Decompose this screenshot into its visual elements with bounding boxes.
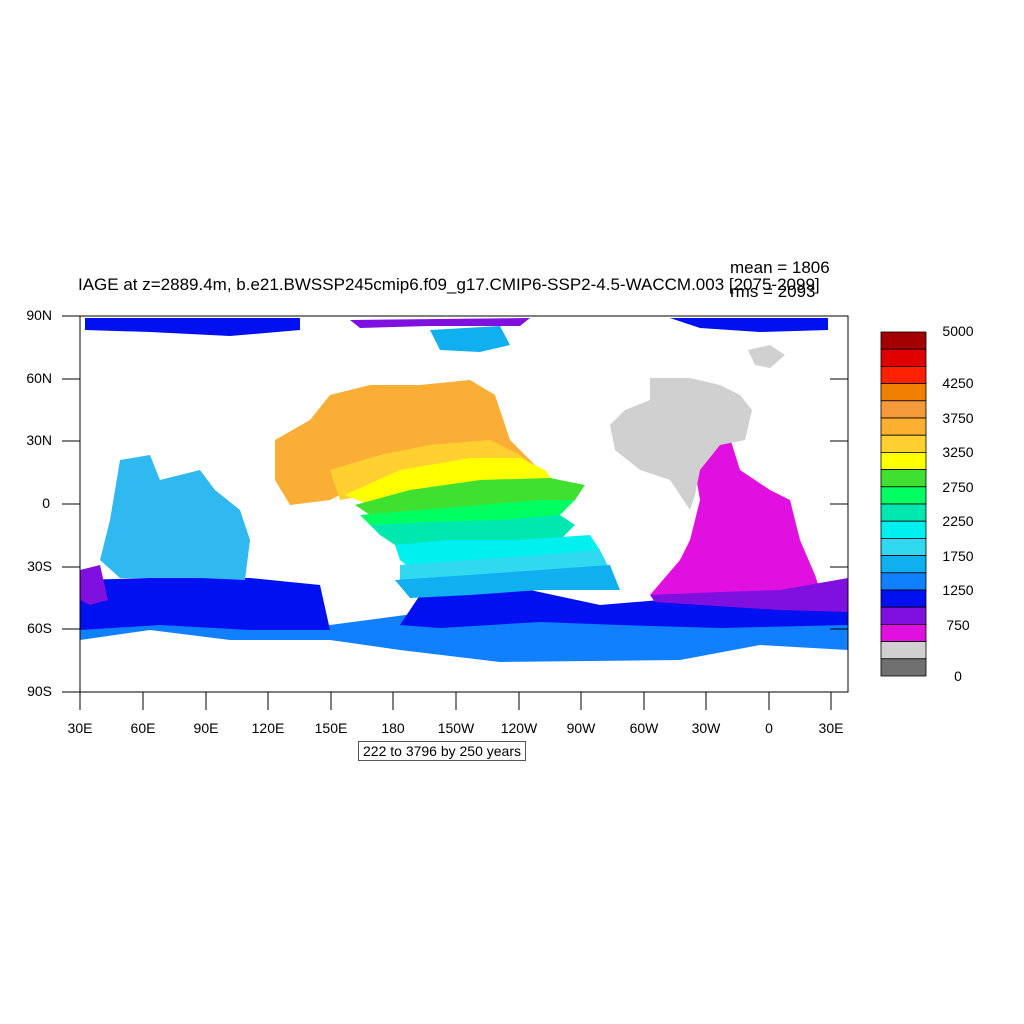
lat-label-0: 0 — [42, 495, 50, 511]
colorbar-box — [880, 520, 927, 539]
lon-label-90e: 90E — [193, 720, 219, 736]
map-field — [80, 318, 848, 662]
lon-label-90w: 90W — [566, 720, 596, 736]
colorbar-label-750: 750 — [946, 617, 970, 633]
lon-ticks — [79, 692, 832, 710]
atlantic-magenta — [650, 438, 820, 598]
arctic-blue-west — [85, 318, 300, 336]
lon-label-30w: 30W — [691, 720, 721, 736]
lat-label-30s: 30S — [27, 558, 52, 574]
colorbar-box — [880, 503, 927, 522]
lon-label-120e: 120E — [251, 720, 285, 736]
map-title: IAGE at z=2889.4m, b.e21.BWSSP245cmip6.f… — [78, 275, 820, 294]
lon-label-60e: 60E — [130, 720, 156, 736]
colorbar-label-4250: 4250 — [942, 375, 974, 391]
lat-label-90n: 90N — [26, 307, 52, 323]
colorbar-box — [880, 658, 927, 677]
colorbar-label-2750: 2750 — [942, 479, 974, 495]
contour-range-box: 222 to 3796 by 250 years — [358, 741, 527, 761]
lon-label-150w: 150W — [437, 720, 475, 736]
colorbar-box — [880, 348, 927, 367]
colorbar-box — [880, 555, 927, 574]
lat-ticks — [62, 315, 848, 693]
lon-label-150e: 150E — [314, 720, 348, 736]
colorbar-box — [880, 451, 927, 470]
colorbar-box — [880, 417, 927, 436]
colorbar-box — [880, 572, 927, 591]
colorbar-box — [880, 383, 927, 402]
colorbar-box — [880, 641, 927, 660]
colorbar-box — [880, 486, 927, 505]
lon-label-30e-right: 30E — [818, 720, 844, 736]
lat-label-30n: 30N — [26, 432, 52, 448]
south-pacific-teal — [370, 515, 575, 545]
colorbar-label-1250: 1250 — [942, 582, 974, 598]
southern-ocean-deep — [80, 578, 330, 630]
arctic-blue-east — [670, 318, 828, 332]
colorbar-box — [880, 434, 927, 453]
colorbar-box — [880, 365, 927, 384]
south-pacific-azure — [395, 565, 620, 598]
colorbar-label-2250: 2250 — [942, 513, 974, 529]
lon-label-60w: 60W — [629, 720, 659, 736]
colorbar — [880, 331, 927, 677]
colorbar-box — [880, 624, 927, 643]
greenland-mask — [748, 345, 785, 368]
colorbar-box — [880, 606, 927, 625]
colorbar-label-1750: 1750 — [942, 548, 974, 564]
colorbar-box — [880, 400, 927, 419]
lat-label-60n: 60N — [26, 370, 52, 386]
colorbar-label-0: 0 — [954, 668, 962, 684]
rms-stat: rms = 2093 — [730, 282, 816, 301]
indian-ocean — [100, 455, 250, 580]
colorbar-label-3750: 3750 — [942, 410, 974, 426]
arctic-purple — [350, 318, 530, 328]
lat-label-60s: 60S — [27, 620, 52, 636]
colorbar-label-5000: 5000 — [942, 323, 974, 339]
colorbar-box — [880, 469, 927, 488]
mean-stat: mean = 1806 — [730, 258, 830, 277]
colorbar-box — [880, 331, 927, 350]
lon-label-180: 180 — [381, 720, 405, 736]
colorbar-box — [880, 589, 927, 608]
lon-label-0: 0 — [765, 720, 773, 736]
lat-label-90s: 90S — [27, 683, 52, 699]
colorbar-label-3250: 3250 — [942, 444, 974, 460]
lon-label-30e: 30E — [67, 720, 93, 736]
indian-purple — [80, 565, 108, 605]
americas-mask — [610, 378, 752, 510]
atlantic-purple — [650, 578, 848, 612]
arctic-azure — [430, 326, 510, 352]
colorbar-box — [880, 538, 927, 557]
lon-label-120w: 120W — [500, 720, 538, 736]
